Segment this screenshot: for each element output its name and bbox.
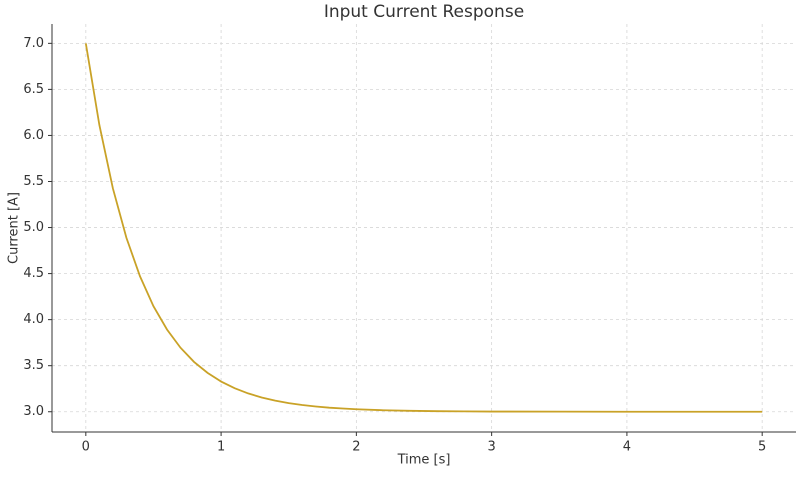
y-tick-label: 5.0 [23,220,44,235]
line [84,43,763,413]
x-tick-label: 3 [487,440,495,455]
chart-title: Input Current Response [324,2,524,22]
x-tick-label: 0 [82,440,90,455]
y-tick-label: 6.0 [23,128,44,143]
y-axis-label: Current [A] [7,192,22,264]
y-tick-label: 5.5 [23,174,44,189]
y-tick-label: 7.0 [23,36,44,51]
x-tick-label: 2 [352,440,360,455]
y-tick-label: 3.0 [23,404,44,419]
y-tick-label: 6.5 [23,82,44,97]
x-tick-label: 4 [623,440,631,455]
x-axis-label: Time [s] [397,453,451,468]
x-tick-label: 1 [217,440,225,455]
y-tick-label: 3.5 [23,358,44,373]
x-tick-label: 5 [758,440,766,455]
y-tick-label: 4.0 [23,312,44,327]
y-tick-label: 4.5 [23,266,44,281]
